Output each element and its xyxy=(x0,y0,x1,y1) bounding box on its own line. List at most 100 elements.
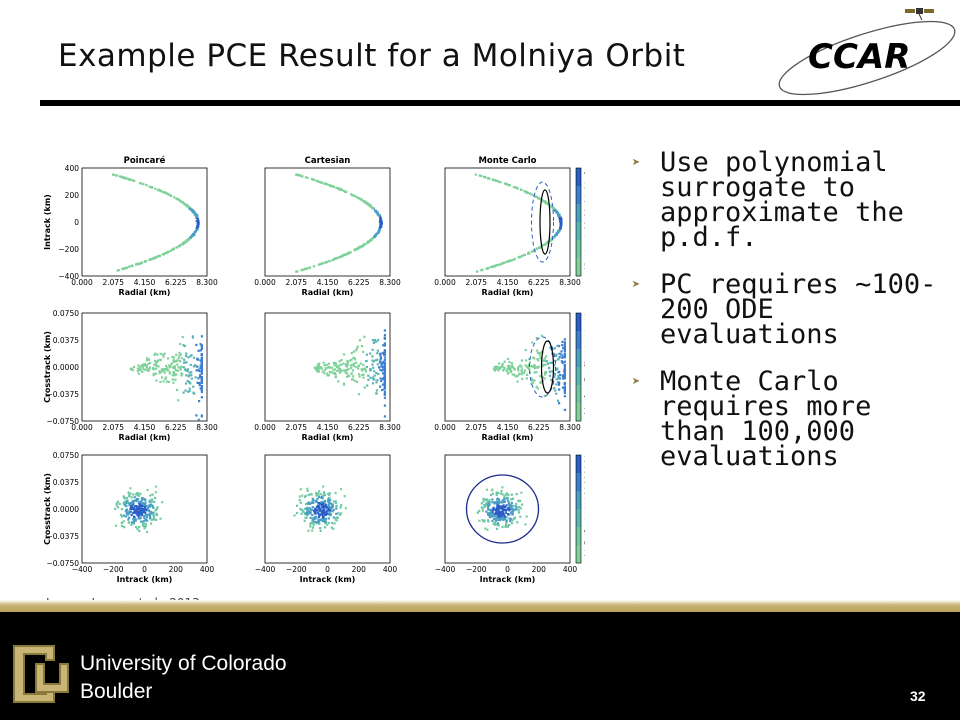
scatter-point xyxy=(325,511,328,514)
scatter-point xyxy=(323,372,326,375)
scatter-point xyxy=(503,517,506,520)
scatter-point xyxy=(147,369,150,372)
scatter-point xyxy=(501,493,504,496)
scatter-point xyxy=(346,359,349,363)
scatter-point xyxy=(552,354,555,357)
scatter-point xyxy=(306,176,309,179)
scatter-point xyxy=(508,366,511,369)
scatter-point xyxy=(506,260,509,263)
scatter-point xyxy=(180,372,183,375)
scatter-point xyxy=(175,246,179,249)
scatter-point xyxy=(552,208,555,211)
scatter-point xyxy=(187,356,190,359)
y-tick-label: 0.0375 xyxy=(53,478,79,487)
scatter-point xyxy=(125,496,128,500)
scatter-point xyxy=(381,383,384,386)
scatter-point xyxy=(129,492,132,495)
scatter-point xyxy=(539,356,542,360)
scatter-point xyxy=(546,202,549,206)
x-tick-label: 8.300 xyxy=(379,278,401,287)
x-tick-label: 200 xyxy=(532,565,547,574)
scatter-point xyxy=(180,357,183,360)
scatter-point xyxy=(171,378,174,381)
scatter-point xyxy=(158,372,161,375)
scatter-point xyxy=(317,363,320,366)
scatter-point xyxy=(140,505,144,508)
scatter-point xyxy=(152,516,155,519)
scatter-point xyxy=(520,491,523,494)
scatter-point xyxy=(177,366,180,369)
scatter-point xyxy=(179,360,182,363)
colorbar-tick-label: 140 xyxy=(584,313,585,322)
scatter-point xyxy=(312,265,316,268)
scatter-point xyxy=(178,351,181,355)
scatter-point xyxy=(188,381,191,384)
scatter-point xyxy=(516,506,520,509)
scatter-point xyxy=(306,511,309,514)
scatter-point xyxy=(517,511,521,514)
scatter-point xyxy=(482,500,485,503)
scatter-point xyxy=(335,364,338,367)
scatter-point xyxy=(376,349,379,352)
scatter-point xyxy=(200,365,203,368)
scatter-point xyxy=(154,496,157,500)
colorbar-tick-label: 250 xyxy=(584,208,585,217)
scatter-point xyxy=(489,510,493,513)
scatter-point xyxy=(315,368,318,372)
x-tick-label: 6.225 xyxy=(348,423,370,432)
scatter-point xyxy=(354,361,358,364)
scatter-point xyxy=(142,522,145,525)
scatter-point xyxy=(316,497,319,501)
scatter-point xyxy=(144,368,147,372)
scatter-point xyxy=(343,383,346,386)
scatter-point xyxy=(506,525,509,528)
scatter-point xyxy=(170,194,173,198)
scatter-point xyxy=(199,374,202,377)
scatter-point xyxy=(559,374,562,377)
scatter-point xyxy=(133,179,136,182)
scatter-point xyxy=(383,349,386,352)
scatter-point xyxy=(323,493,326,497)
scatter-point xyxy=(517,365,520,368)
scatter-point xyxy=(316,504,320,507)
scatter-point xyxy=(557,374,560,378)
scatter-point xyxy=(139,509,142,512)
scatter-point xyxy=(371,359,374,362)
scatter-point xyxy=(482,497,485,501)
scatter-point xyxy=(332,508,335,512)
scatter-point xyxy=(484,527,487,530)
scatter-point xyxy=(127,502,131,505)
scatter-point xyxy=(151,504,154,507)
scatter-point xyxy=(328,260,331,263)
scatter-point xyxy=(379,216,382,219)
scatter-point xyxy=(146,519,149,522)
scatter-point xyxy=(145,359,148,362)
scatter-point xyxy=(317,365,320,368)
scatter-point xyxy=(513,516,517,519)
scatter-point xyxy=(536,349,539,352)
scatter-point xyxy=(145,516,149,519)
bullet-list: ➤ Use polynomial surrogate to approximate… xyxy=(628,149,948,491)
scatter-point xyxy=(525,377,528,380)
scatter-point xyxy=(316,364,319,368)
scatter-point xyxy=(563,348,566,352)
scatter-point xyxy=(147,505,151,508)
scatter-point xyxy=(488,503,491,506)
scatter-point xyxy=(318,496,321,499)
scatter-point xyxy=(172,360,176,363)
scatter-point xyxy=(377,339,380,342)
scatter-point xyxy=(150,186,154,189)
x-axis-label: Intrack (km) xyxy=(480,575,536,584)
scatter-point xyxy=(191,335,194,338)
confidence-ellipse xyxy=(531,181,554,263)
colorbar-segment xyxy=(576,204,581,223)
scatter-point xyxy=(544,371,547,374)
scatter-point xyxy=(543,394,546,398)
x-tick-label: 8.300 xyxy=(559,278,581,287)
scatter-point xyxy=(155,518,158,521)
scatter-point xyxy=(174,369,178,372)
scatter-point xyxy=(544,243,547,246)
scatter-point xyxy=(176,363,179,366)
scatter-point xyxy=(517,373,521,376)
scatter-point xyxy=(383,375,386,378)
